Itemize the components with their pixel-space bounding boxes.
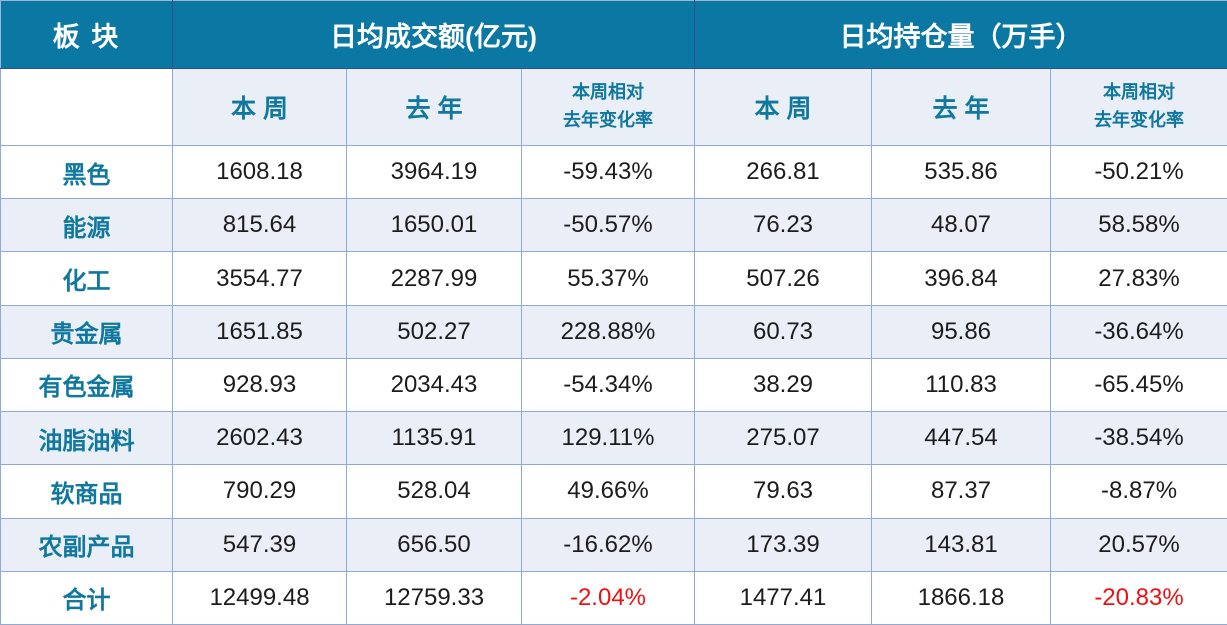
table-row: 贵金属 1651.85 502.27 228.88% 60.73 95.86 -36.64% xyxy=(0,304,1227,359)
sector-cell: 黑色 xyxy=(0,144,173,200)
change-label-line2: 去年变化率 xyxy=(1094,110,1184,130)
value-cell: 58.58% xyxy=(1049,198,1227,253)
value-cell: -65.45% xyxy=(1049,357,1227,413)
value-cell: 143.81 xyxy=(871,517,1051,572)
value-cell: 12759.33 xyxy=(346,570,522,625)
change-label-line2: 去年变化率 xyxy=(563,110,653,130)
value-cell: -59.43% xyxy=(521,144,695,200)
value-cell: 2602.43 xyxy=(172,411,347,466)
value-cell: 656.50 xyxy=(346,517,522,572)
value-cell: 1650.01 xyxy=(346,198,522,253)
table-row: 有色金属 928.93 2034.43 -54.34% 38.29 110.83 -65.4… xyxy=(0,357,1227,413)
value-cell: 266.81 xyxy=(694,144,872,200)
value-cell: 48.07 xyxy=(871,198,1051,253)
value-cell: 79.63 xyxy=(694,464,872,519)
value-cell: 3964.19 xyxy=(346,144,522,200)
value-cell: -2.04% xyxy=(521,570,695,625)
change-label-line1: 本周相对 xyxy=(1103,82,1175,103)
sector-cell: 农副产品 xyxy=(0,517,173,572)
sector-cell: 贵金属 xyxy=(0,304,173,359)
value-cell: 27.83% xyxy=(1049,251,1227,306)
value-cell: 76.23 xyxy=(694,198,872,253)
value-cell: -16.62% xyxy=(521,517,695,572)
value-cell: -38.54% xyxy=(1049,411,1227,466)
value-cell: 507.26 xyxy=(694,251,872,306)
value-cell: 928.93 xyxy=(172,357,347,413)
value-cell: 12499.48 xyxy=(172,570,347,625)
table-row: 能源 815.64 1650.01 -50.57% 76.23 48.07 58.58% xyxy=(0,198,1227,253)
change-label-line1: 本周相对 xyxy=(572,82,644,103)
value-cell: 2034.43 xyxy=(346,357,522,413)
value-cell: 790.29 xyxy=(172,464,347,519)
sector-cell: 能源 xyxy=(0,198,173,253)
value-cell: 815.64 xyxy=(172,198,347,253)
subheader-turnover-last-year: 去 年 xyxy=(346,68,522,146)
sub-header-row: 本 周 去 年 本周相对 去年变化率 本 周 去 年 本周相对 去年变化率 xyxy=(0,68,1227,146)
value-cell: -8.87% xyxy=(1049,464,1227,519)
value-cell: -36.64% xyxy=(1049,304,1227,359)
sector-cell: 有色金属 xyxy=(0,357,173,413)
value-cell: 535.86 xyxy=(871,144,1051,200)
value-cell: 547.39 xyxy=(172,517,347,572)
corner-header: 板 块 xyxy=(0,0,173,69)
value-cell: 1135.91 xyxy=(346,411,522,466)
value-cell: -54.34% xyxy=(521,357,695,413)
value-cell: 228.88% xyxy=(521,304,695,359)
value-cell: 3554.77 xyxy=(172,251,347,306)
table-row: 油脂油料 2602.43 1135.91 129.11% 275.07 447.54 -38… xyxy=(0,411,1227,466)
sector-cell: 软商品 xyxy=(0,464,173,519)
value-cell: -50.57% xyxy=(521,198,695,253)
table-row: 农副产品 547.39 656.50 -16.62% 173.39 143.81 20.57… xyxy=(0,517,1227,572)
value-cell: 1651.85 xyxy=(172,304,347,359)
group-header-row: 板 块 日均成交额(亿元) 日均持仓量（万手） xyxy=(0,0,1227,69)
value-cell: 1866.18 xyxy=(871,570,1051,625)
value-cell: 95.86 xyxy=(871,304,1051,359)
value-cell: 110.83 xyxy=(871,357,1051,413)
value-cell: 129.11% xyxy=(521,411,695,466)
value-cell: 1477.41 xyxy=(694,570,872,625)
sector-cell: 油脂油料 xyxy=(0,411,173,466)
subheader-oi-this-week: 本 周 xyxy=(694,68,872,146)
subheader-oi-last-year: 去 年 xyxy=(871,68,1051,146)
value-cell: 49.66% xyxy=(521,464,695,519)
table-body: 黑色 1608.18 3964.19 -59.43% 266.81 535.86 -50.2… xyxy=(0,144,1227,625)
subheader-turnover-this-week: 本 周 xyxy=(172,68,347,146)
value-cell: 55.37% xyxy=(521,251,695,306)
group-header-open-interest: 日均持仓量（万手） xyxy=(693,0,1227,69)
value-cell: 275.07 xyxy=(694,411,872,466)
sector-cell: 合计 xyxy=(0,570,173,625)
value-cell: 502.27 xyxy=(346,304,522,359)
value-cell: 87.37 xyxy=(871,464,1051,519)
total-row: 合计 12499.48 12759.33 -2.04% 1477.41 1866.18 -2… xyxy=(0,570,1227,625)
value-cell: 396.84 xyxy=(871,251,1051,306)
subheader-turnover-change: 本周相对 去年变化率 xyxy=(521,68,695,146)
value-cell: -20.83% xyxy=(1049,570,1227,625)
value-cell: 2287.99 xyxy=(346,251,522,306)
value-cell: 1608.18 xyxy=(172,144,347,200)
table-row: 软商品 790.29 528.04 49.66% 79.63 87.37 -8.87% xyxy=(0,464,1227,519)
subheader-oi-change: 本周相对 去年变化率 xyxy=(1049,68,1227,146)
group-header-turnover: 日均成交额(亿元) xyxy=(172,0,695,69)
sector-cell: 化工 xyxy=(0,251,173,306)
value-cell: -50.21% xyxy=(1049,144,1227,200)
value-cell: 60.73 xyxy=(694,304,872,359)
value-cell: 173.39 xyxy=(694,517,872,572)
corner-empty-cell xyxy=(0,68,173,146)
value-cell: 447.54 xyxy=(871,411,1051,466)
table-row: 黑色 1608.18 3964.19 -59.43% 266.81 535.86 -50.2… xyxy=(0,144,1227,200)
table-row: 化工 3554.77 2287.99 55.37% 507.26 396.84 27.83% xyxy=(0,251,1227,306)
value-cell: 20.57% xyxy=(1049,517,1227,572)
value-cell: 38.29 xyxy=(694,357,872,413)
value-cell: 528.04 xyxy=(346,464,522,519)
